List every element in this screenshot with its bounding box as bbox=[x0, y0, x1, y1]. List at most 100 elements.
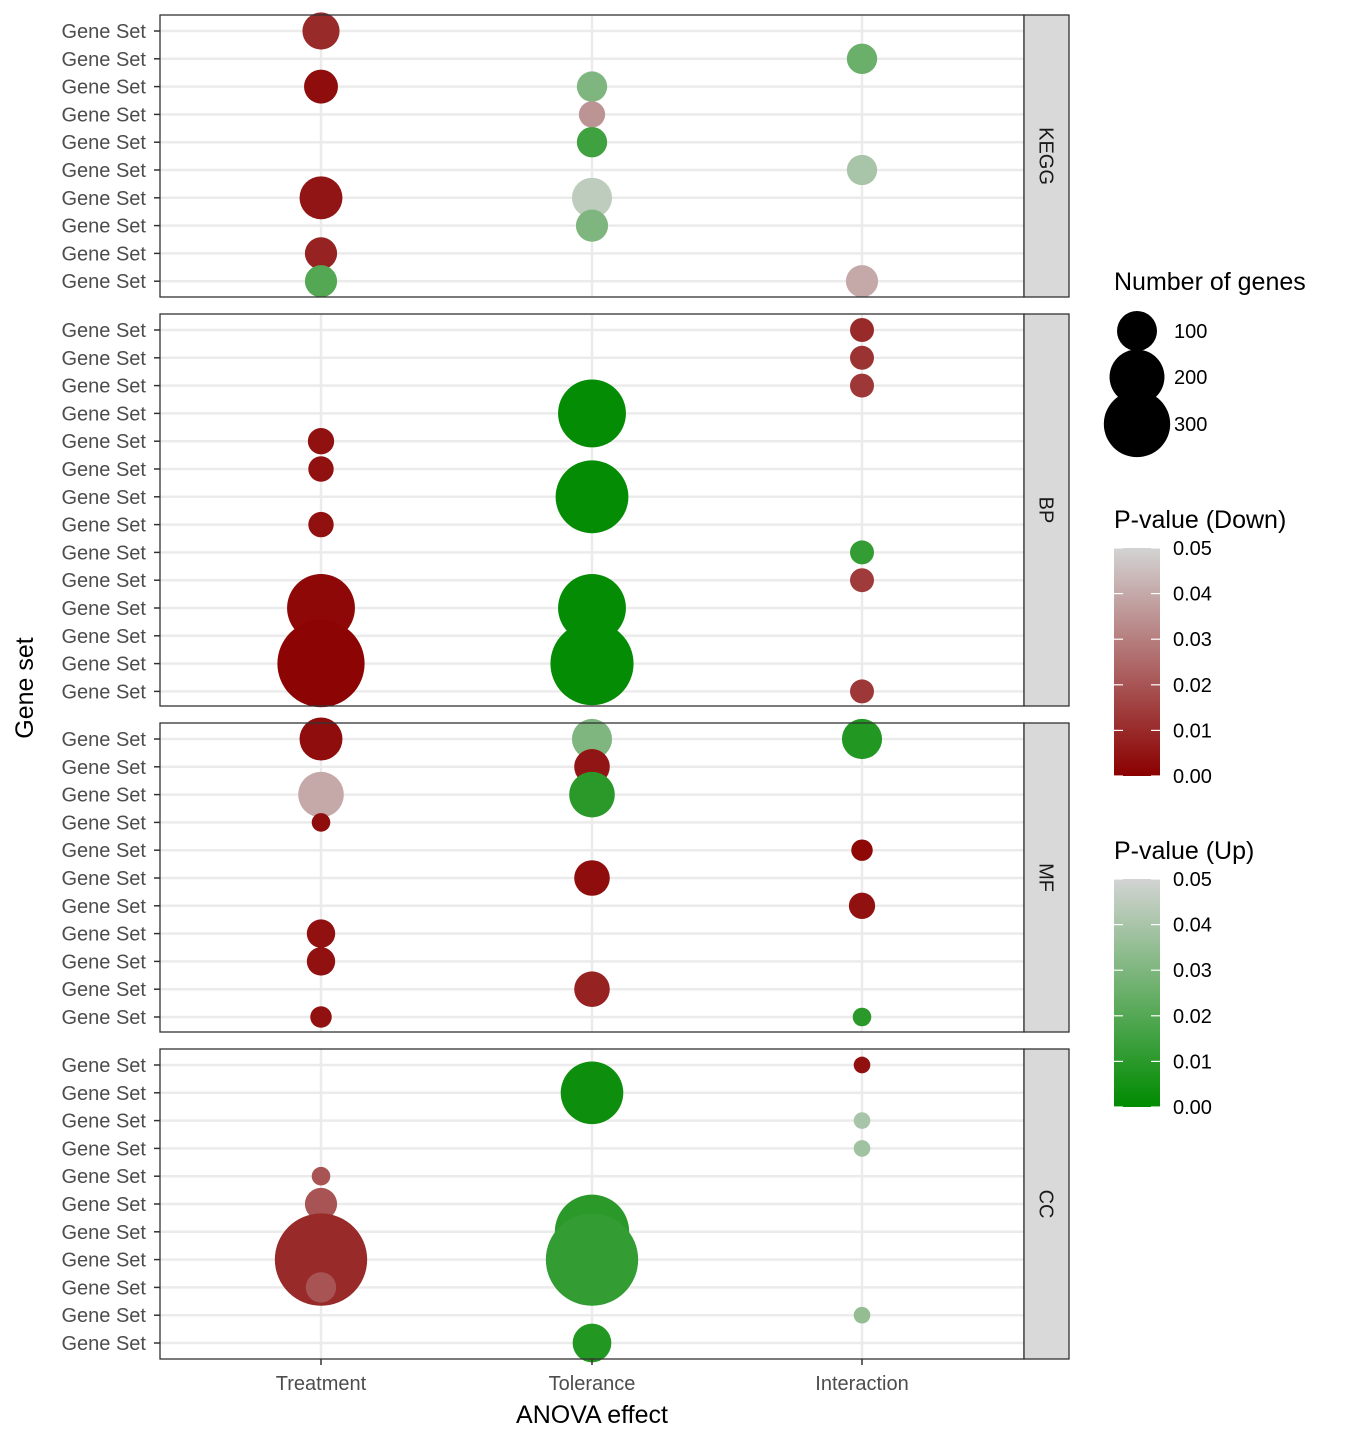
facet-strip bbox=[1023, 14, 1070, 298]
y-tick-label: Gene Set bbox=[61, 459, 146, 481]
y-tick-label: Gene Set bbox=[61, 271, 146, 293]
data-point bbox=[310, 1006, 332, 1028]
data-point bbox=[304, 1187, 338, 1221]
data-point bbox=[558, 379, 626, 448]
y-tick-label: Gene Set bbox=[61, 320, 146, 342]
colorbar-label: 0.05 bbox=[1173, 869, 1212, 891]
y-tick-label: Gene Set bbox=[61, 757, 146, 779]
data-point bbox=[848, 892, 876, 919]
data-point bbox=[298, 771, 344, 818]
data-point bbox=[846, 43, 878, 74]
data-point bbox=[569, 771, 615, 818]
data-point bbox=[299, 717, 343, 761]
data-point bbox=[571, 177, 613, 218]
colorbar-label: 0.00 bbox=[1173, 1097, 1212, 1119]
data-point bbox=[550, 622, 634, 706]
facet-strip-label: BP bbox=[1035, 497, 1057, 524]
data-point bbox=[574, 860, 610, 896]
y-tick-label: Gene Set bbox=[61, 570, 146, 592]
data-point bbox=[555, 460, 629, 534]
data-point bbox=[311, 813, 331, 832]
facet-kegg: Gene Set Gene Set Gene Set Gene Set Gene Set… bbox=[61, 12, 1070, 298]
data-point bbox=[853, 1140, 871, 1157]
y-tick-label: Gene Set bbox=[61, 243, 146, 265]
y-tick-label: Gene Set bbox=[61, 1007, 146, 1029]
y-axis-title: Gene set bbox=[11, 637, 39, 739]
data-point bbox=[277, 620, 365, 708]
facet-strip-label: MF bbox=[1035, 863, 1057, 892]
y-tick-label: Gene Set bbox=[61, 654, 146, 676]
data-point bbox=[576, 127, 608, 158]
y-tick-label: Gene Set bbox=[61, 626, 146, 648]
data-point bbox=[307, 428, 335, 455]
data-point bbox=[304, 237, 338, 270]
color-legend-0: P-value (Down) 0.05 0.04 0.03 0.02 0.01 0.00 bbox=[1114, 506, 1286, 788]
color-legend-title: P-value (Down) bbox=[1114, 506, 1286, 534]
data-point bbox=[852, 1007, 872, 1027]
data-point bbox=[558, 574, 626, 642]
y-tick-label: Gene Set bbox=[61, 785, 146, 807]
facet-panels: Gene Set Gene Set Gene Set Gene Set Gene Set… bbox=[61, 12, 1070, 1363]
y-tick-label: Gene Set bbox=[61, 1194, 146, 1216]
y-tick-label: Gene Set bbox=[61, 431, 146, 453]
size-legend-key bbox=[1103, 390, 1171, 458]
y-tick-label: Gene Set bbox=[61, 132, 146, 154]
data-point bbox=[311, 1166, 331, 1186]
y-tick-label: Gene Set bbox=[61, 1250, 146, 1272]
facet-bp: Gene Set Gene Set Gene Set Gene Set Gene Set… bbox=[61, 313, 1070, 708]
x-axis-title: ANOVA effect bbox=[516, 1401, 668, 1429]
y-tick-label: Gene Set bbox=[61, 840, 146, 862]
data-point bbox=[304, 265, 338, 298]
y-tick-label: Gene Set bbox=[61, 1305, 146, 1327]
size-legend-title: Number of genes bbox=[1114, 268, 1306, 296]
y-tick-label: Gene Set bbox=[61, 376, 146, 398]
colorbar-label: 0.03 bbox=[1173, 960, 1212, 982]
data-point bbox=[308, 511, 334, 538]
y-tick-label: Gene Set bbox=[61, 49, 146, 71]
data-point bbox=[308, 456, 334, 482]
colorbar-label: 0.04 bbox=[1173, 915, 1212, 937]
x-tick-label: Interaction bbox=[815, 1373, 908, 1395]
y-tick-label: Gene Set bbox=[61, 542, 146, 564]
y-tick-label: Gene Set bbox=[61, 487, 146, 509]
x-tick-label: Treatment bbox=[276, 1373, 367, 1395]
y-tick-label: Gene Set bbox=[61, 1222, 146, 1244]
data-point bbox=[853, 1306, 871, 1324]
color-legend-title: P-value (Up) bbox=[1114, 837, 1254, 865]
data-point bbox=[305, 1272, 337, 1303]
y-tick-label: Gene Set bbox=[61, 1055, 146, 1077]
data-point bbox=[850, 568, 874, 593]
data-point bbox=[574, 971, 610, 1007]
y-tick-label: Gene Set bbox=[61, 160, 146, 182]
facet-mf: Gene Set Gene Set Gene Set Gene Set Gene Set… bbox=[61, 717, 1070, 1033]
y-tick-label: Gene Set bbox=[61, 924, 146, 946]
y-tick-label: Gene Set bbox=[61, 515, 146, 537]
size-legend-label: 100 bbox=[1174, 321, 1207, 343]
data-point bbox=[578, 101, 606, 128]
data-point bbox=[853, 1112, 871, 1129]
colorbar-label: 0.02 bbox=[1173, 1006, 1212, 1028]
data-point bbox=[850, 345, 874, 370]
data-point bbox=[850, 318, 874, 342]
data-point bbox=[572, 1323, 612, 1363]
colorbar bbox=[1114, 548, 1160, 776]
data-point bbox=[302, 12, 340, 50]
y-tick-label: Gene Set bbox=[61, 348, 146, 370]
y-tick-label: Gene Set bbox=[61, 951, 146, 973]
facet-strip bbox=[1023, 313, 1070, 707]
y-tick-label: Gene Set bbox=[61, 868, 146, 890]
data-point bbox=[571, 718, 613, 760]
data-point bbox=[851, 839, 873, 861]
data-point bbox=[306, 919, 336, 948]
data-point bbox=[560, 1061, 624, 1125]
y-tick-label: Gene Set bbox=[61, 681, 146, 703]
legends: Number of genes 100 200 300 P-value (Down) 0.… bbox=[1103, 268, 1306, 1119]
y-tick-label: Gene Set bbox=[61, 1277, 146, 1299]
data-point bbox=[576, 71, 608, 102]
size-legend-key bbox=[1117, 311, 1157, 351]
colorbar bbox=[1114, 879, 1160, 1107]
colorbar-label: 0.03 bbox=[1173, 629, 1212, 651]
y-tick-label: Gene Set bbox=[61, 21, 146, 43]
y-tick-label: Gene Set bbox=[61, 598, 146, 620]
facet-strip bbox=[1023, 1048, 1070, 1360]
